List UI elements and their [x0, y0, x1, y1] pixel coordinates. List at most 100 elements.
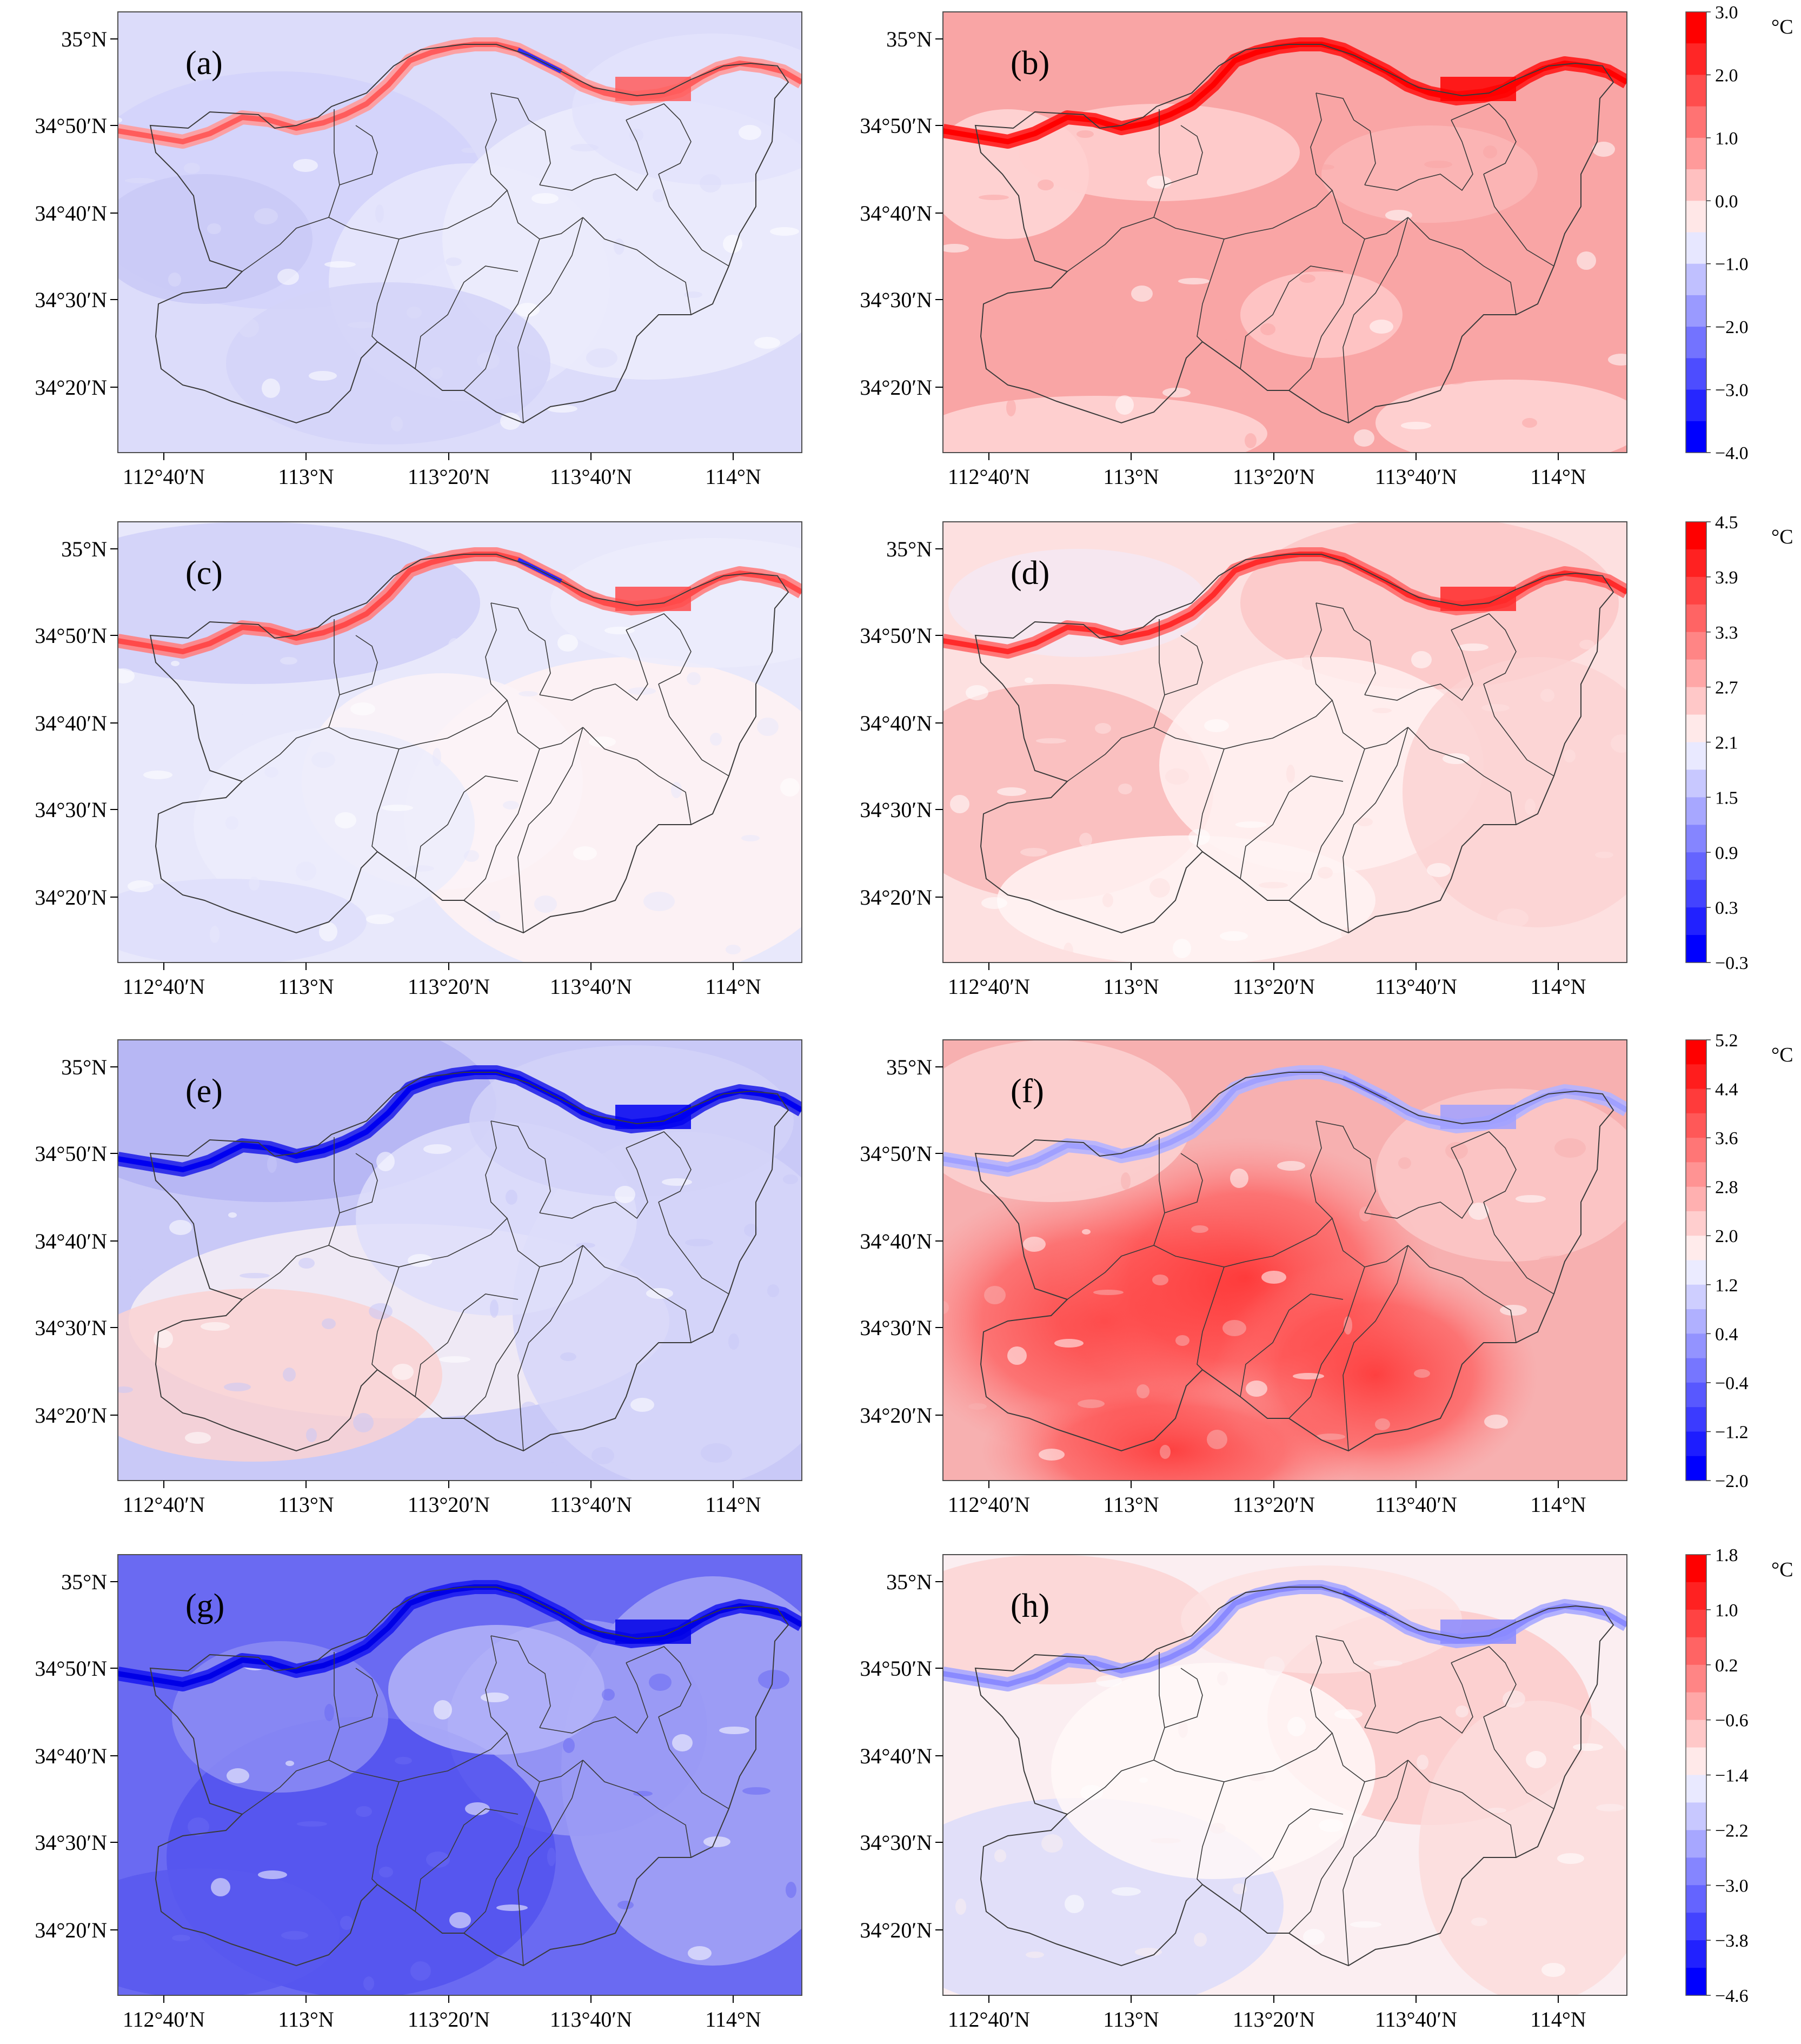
region-inner-boundary	[469, 92, 508, 218]
field-speckle	[1359, 1206, 1371, 1222]
field-speckle	[210, 926, 220, 943]
lon-tick-label: 113°40′N	[550, 1492, 632, 1517]
colorbar-swatch	[1686, 522, 1706, 550]
lon-tick-label: 114°N	[1530, 464, 1586, 489]
colorbar-swatch	[1686, 1747, 1706, 1776]
lon-tick-label: 113°40′N	[1375, 2007, 1457, 2032]
field-speckle	[1137, 1384, 1149, 1398]
field-region	[118, 174, 313, 304]
field-speckle	[182, 721, 212, 727]
region-inner-boundary	[371, 1266, 400, 1370]
field-speckle	[646, 1288, 673, 1299]
field-speckle	[171, 661, 180, 666]
field-speckle	[490, 1299, 499, 1318]
field-speckle	[1217, 1671, 1228, 1685]
colorbar-swatch	[1686, 1089, 1706, 1114]
colorbar-tick-label: 0.2	[1715, 1656, 1738, 1676]
colorbar-swatch	[1686, 12, 1706, 44]
panel-label: (a)	[185, 45, 223, 82]
region-inner-boundary	[463, 238, 540, 391]
lat-tick-label: 34°30′N	[35, 1316, 107, 1340]
colorbar-tick-label: −2.0	[1715, 317, 1749, 337]
field-speckle	[1082, 1229, 1091, 1235]
colorbar-tick-label: 3.6	[1715, 1129, 1738, 1149]
region-inner-boundary	[539, 1147, 648, 1219]
lat-tick-label: 34°40′N	[860, 1744, 932, 1768]
lon-tick-label: 112°40′N	[123, 1492, 205, 1517]
field-speckle	[943, 244, 969, 253]
panel-label: (h)	[1011, 1588, 1049, 1624]
region-inner-boundary	[1153, 217, 1295, 240]
field-speckle	[1541, 1963, 1565, 1977]
colorbar-tick-label: 3.0	[1715, 3, 1738, 23]
colorbar-swatch	[1686, 852, 1706, 880]
field-speckle	[633, 1791, 653, 1796]
field-speckle	[1318, 867, 1333, 879]
field-speckle	[465, 1802, 490, 1815]
lon-tick-label: 114°N	[1530, 974, 1586, 999]
field-speckle	[1595, 852, 1613, 858]
region-inner-boundary	[1197, 1266, 1225, 1370]
field-speckle	[943, 1301, 949, 1314]
field-region	[1419, 1701, 1627, 1995]
lon-tick-label: 113°20′N	[1233, 974, 1315, 999]
colorbar-frame	[1685, 11, 1707, 453]
field-speckle	[1054, 1339, 1084, 1348]
field-speckle	[130, 1269, 152, 1288]
field-region	[1375, 1089, 1627, 1262]
field-speckle	[363, 1976, 374, 1990]
field-speckle	[340, 1916, 353, 1930]
field-speckle	[296, 861, 316, 881]
lat-tick-label: 34°20′N	[860, 1403, 932, 1428]
field-speckle	[726, 945, 741, 954]
lat-tick-label: 34°40′N	[35, 711, 107, 735]
colorbar-swatch	[1686, 1333, 1706, 1359]
lon-tick-label: 112°40′N	[123, 464, 205, 489]
lat-tick-label: 34°40′N	[860, 1229, 932, 1253]
field-speckle	[366, 914, 394, 924]
region-outer-boundary	[974, 1587, 1614, 1967]
region-inner-boundary	[1153, 1760, 1295, 1782]
region-inner-boundary	[539, 629, 648, 701]
lon-tick-label: 113°N	[1103, 1492, 1159, 1517]
lon-tick-label: 113°40′N	[1375, 464, 1457, 489]
field-speckle	[1092, 335, 1113, 354]
region-inner-boundary	[626, 103, 692, 175]
region-outer-boundary	[149, 44, 789, 424]
field-speckle	[1526, 1751, 1546, 1768]
region-outer-boundary	[974, 554, 1614, 934]
field-speckle	[1178, 1721, 1188, 1738]
map-panel-b: (b) 35°N 34°50′N 34°40′N 34°30′N 34°20′N 112°4…	[860, 11, 1627, 489]
field-speckle	[1261, 1271, 1286, 1284]
colorbar-swatch	[1686, 1885, 1706, 1913]
region-inner-boundary	[1294, 1635, 1333, 1761]
colorbar-tick-label: 0.0	[1715, 191, 1738, 211]
field-speckle	[298, 1258, 315, 1269]
lat-tick-label: 35°N	[886, 1055, 932, 1079]
field-speckle	[1080, 1785, 1103, 1800]
field-speckle	[1188, 829, 1210, 845]
field-speckle	[348, 322, 377, 328]
lat-tick-label: 34°20′N	[860, 1918, 932, 1942]
field-speckle	[519, 691, 538, 696]
field-speckle	[531, 193, 559, 204]
field-speckle	[688, 1946, 712, 1960]
colorbar-3: 5.2 4.4 3.6 2.8 2.0 1.2 0.4 −0.4 −1.2 −2.0 °C	[1685, 1031, 1793, 1491]
field-speckle	[324, 1704, 334, 1721]
region-inner-boundary	[517, 1245, 583, 1451]
field-speckle	[281, 1931, 308, 1940]
field-speckle	[1540, 689, 1554, 702]
field-speckle	[1207, 1430, 1227, 1449]
field-speckle	[1458, 643, 1488, 651]
lon-tick-label: 113°20′N	[1233, 2007, 1315, 2032]
lat-tick-label: 34°40′N	[860, 201, 932, 225]
field-speckle	[1134, 674, 1151, 681]
field-speckle	[563, 1738, 575, 1753]
colorbar-tick-label: 1.8	[1715, 1545, 1738, 1565]
region-inner-boundary	[328, 1245, 470, 1267]
field-speckle	[1162, 388, 1191, 397]
field-speckle	[671, 782, 682, 798]
field-speckle	[1245, 433, 1257, 448]
field-speckle	[629, 129, 643, 142]
field-speckle	[1149, 878, 1170, 898]
